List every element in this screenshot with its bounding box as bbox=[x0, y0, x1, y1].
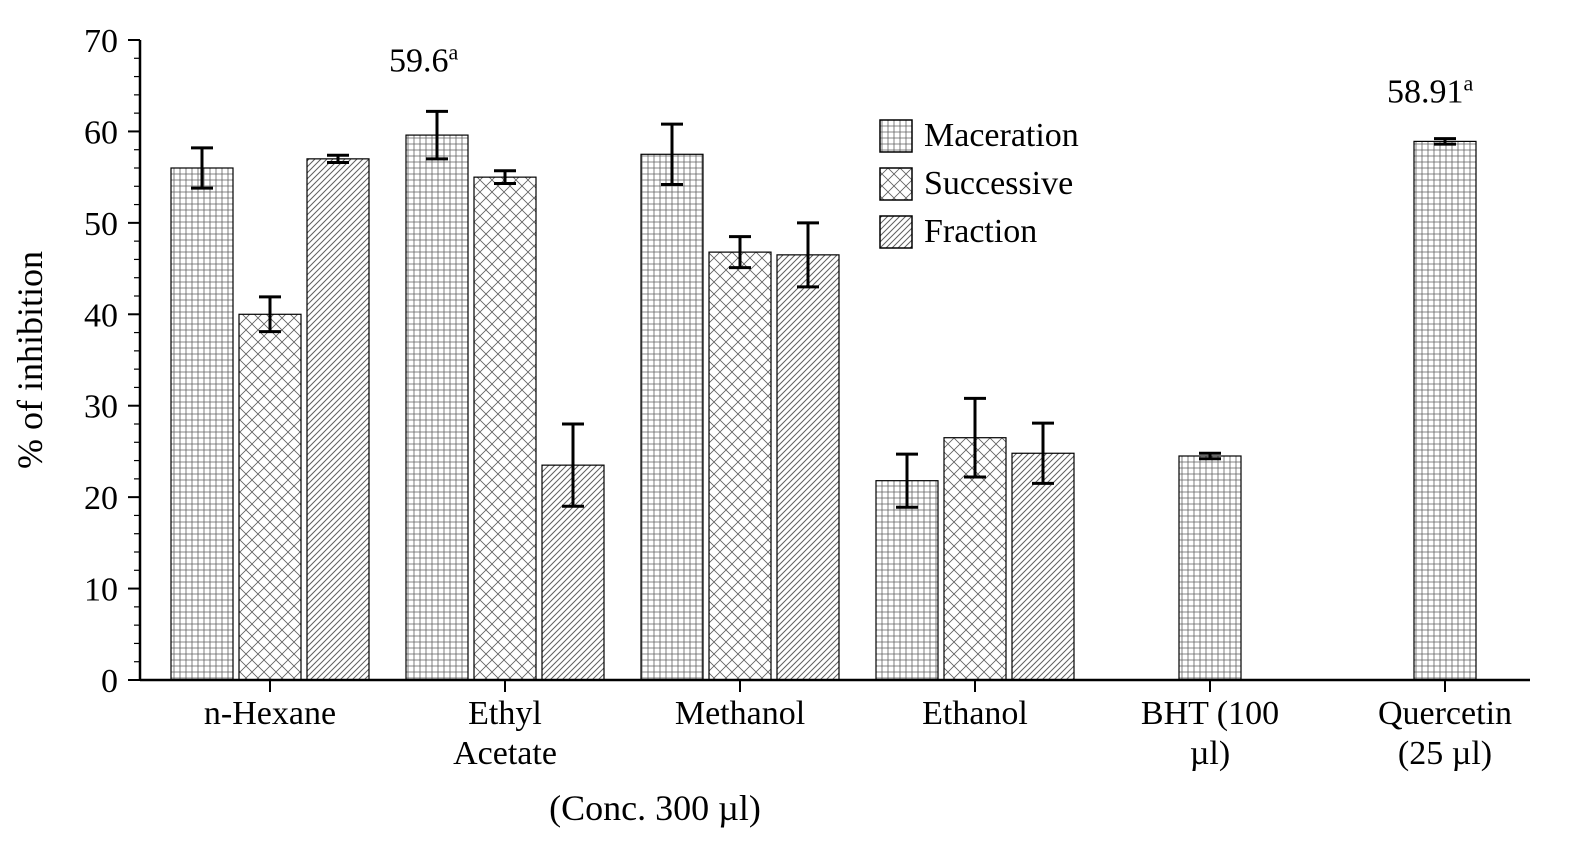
bar bbox=[876, 481, 938, 680]
x-tick-label: Acetate bbox=[453, 735, 557, 772]
legend-swatch bbox=[880, 168, 912, 200]
bar bbox=[171, 168, 233, 680]
bar bbox=[1012, 453, 1074, 680]
x-tick-label: Methanol bbox=[675, 695, 805, 732]
bar bbox=[1414, 141, 1476, 680]
x-axis-label: (Conc. 300 µl) bbox=[549, 788, 761, 828]
y-tick-label: 50 bbox=[84, 206, 118, 243]
x-tick-label: n-Hexane bbox=[204, 695, 336, 732]
legend-label: Successive bbox=[924, 165, 1073, 202]
x-tick-label: µl) bbox=[1190, 735, 1230, 772]
legend-label: Maceration bbox=[924, 117, 1079, 154]
bar bbox=[474, 177, 536, 680]
x-tick-label: BHT (100 bbox=[1141, 695, 1279, 732]
chart-svg: 59.6a 58.91a 0 10 20 30 40 50 60 70 % of inhibitio… bbox=[0, 0, 1579, 846]
y-tick-label: 10 bbox=[84, 572, 118, 609]
y-tick-label: 70 bbox=[84, 23, 118, 60]
x-tick-label: Quercetin bbox=[1378, 695, 1512, 732]
legend-label: Fraction bbox=[924, 213, 1037, 250]
y-tick-label: 0 bbox=[101, 663, 118, 700]
inhibition-bar-chart: 59.6a 58.91a 0 10 20 30 40 50 60 70 % of inhibitio… bbox=[0, 0, 1579, 846]
legend-swatch bbox=[880, 216, 912, 248]
bar bbox=[1179, 456, 1241, 680]
x-tick-label: Ethyl bbox=[468, 695, 542, 732]
y-axis-label: % of inhibition bbox=[10, 251, 50, 469]
bar bbox=[239, 314, 301, 680]
bar bbox=[777, 255, 839, 680]
legend-swatch bbox=[880, 120, 912, 152]
y-tick-label: 40 bbox=[84, 297, 118, 334]
bar bbox=[641, 154, 703, 680]
x-tick-label: Ethanol bbox=[922, 695, 1028, 732]
y-tick-label: 20 bbox=[84, 480, 118, 517]
x-tick-label: (25 µl) bbox=[1398, 735, 1492, 772]
y-tick-label: 60 bbox=[84, 114, 118, 151]
bar-annotation: 59.6a bbox=[389, 39, 459, 79]
bar-annotation: 58.91a bbox=[1387, 71, 1474, 111]
y-tick-label: 30 bbox=[84, 389, 118, 426]
bar bbox=[709, 252, 771, 680]
bar bbox=[406, 135, 468, 680]
bar bbox=[307, 159, 369, 680]
